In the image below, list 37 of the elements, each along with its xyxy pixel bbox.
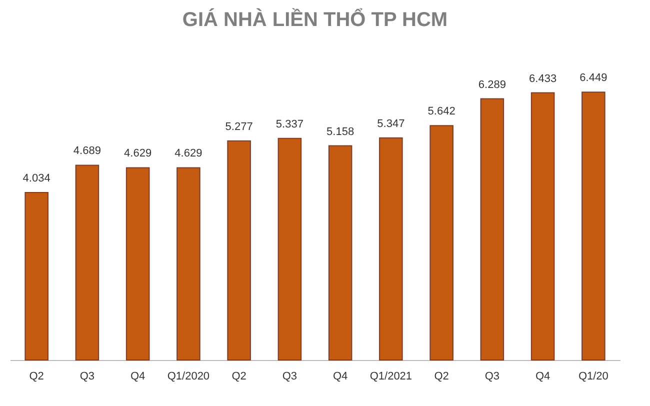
bar bbox=[379, 137, 403, 360]
x-tick-label: Q3 bbox=[282, 370, 298, 382]
x-tick-label: Q2 bbox=[434, 370, 449, 382]
bar bbox=[75, 164, 100, 360]
data-label: 6.289 bbox=[478, 78, 506, 91]
x-tick-label: Q1/20 bbox=[578, 370, 608, 382]
chart-title: GIÁ NHÀ LIỀN THỔ TP HCM bbox=[182, 8, 448, 31]
x-tick-label: Q2 bbox=[232, 370, 246, 382]
bar bbox=[480, 98, 504, 360]
x-tick-label: Q1/2021 bbox=[370, 370, 412, 382]
data-label: 5.337 bbox=[276, 118, 304, 130]
data-label: 5.347 bbox=[377, 118, 405, 130]
bar bbox=[227, 140, 251, 360]
x-tick-label: Q4 bbox=[535, 370, 550, 382]
bar bbox=[582, 92, 606, 360]
data-label: 4.689 bbox=[73, 145, 101, 158]
x-tick-label: Q4 bbox=[130, 370, 146, 382]
bar bbox=[24, 192, 48, 360]
bar bbox=[430, 125, 454, 360]
x-tick-label: Q3 bbox=[80, 370, 95, 382]
bar bbox=[530, 92, 555, 360]
data-label: 6.449 bbox=[580, 72, 608, 84]
data-label: 4.034 bbox=[22, 172, 50, 184]
data-label: 4.629 bbox=[124, 148, 152, 160]
data-label: 4.629 bbox=[174, 148, 202, 160]
bar bbox=[278, 138, 302, 360]
data-label: 6.433 bbox=[529, 72, 557, 85]
bar bbox=[328, 145, 352, 360]
x-tick-label: Q3 bbox=[484, 370, 500, 382]
bar bbox=[126, 167, 150, 360]
data-label: 5.277 bbox=[225, 120, 253, 133]
x-tick-label: Q1/2020 bbox=[167, 370, 210, 382]
data-label: 5.158 bbox=[326, 126, 354, 138]
x-tick-label: Q4 bbox=[332, 370, 348, 382]
bar bbox=[176, 167, 200, 360]
data-label: 5.642 bbox=[428, 106, 456, 118]
x-tick-label: Q2 bbox=[29, 370, 44, 382]
